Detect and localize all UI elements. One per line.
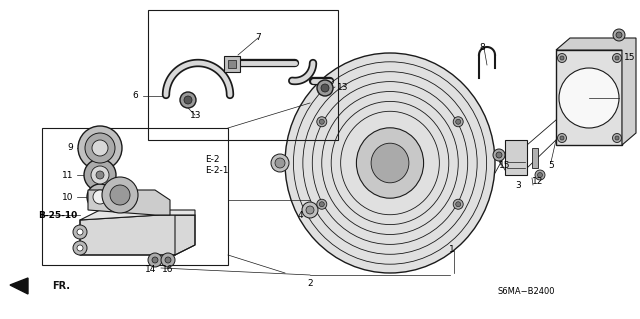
Circle shape (148, 253, 162, 267)
Circle shape (535, 170, 545, 180)
Circle shape (317, 199, 327, 209)
Polygon shape (556, 50, 622, 145)
Circle shape (271, 154, 289, 172)
Circle shape (165, 257, 171, 263)
Text: 15: 15 (499, 160, 511, 169)
Circle shape (93, 190, 107, 204)
Text: FR.: FR. (52, 281, 70, 291)
Text: 2: 2 (307, 278, 313, 287)
Circle shape (319, 119, 324, 124)
Text: 6: 6 (132, 92, 138, 100)
Circle shape (615, 136, 619, 140)
Text: 9: 9 (67, 144, 73, 152)
Circle shape (84, 159, 116, 191)
Circle shape (161, 253, 175, 267)
Text: 8: 8 (479, 43, 485, 53)
Circle shape (612, 133, 621, 143)
Circle shape (456, 119, 461, 124)
Bar (224, 56, 240, 72)
Text: E-2
E-2-1: E-2 E-2-1 (205, 155, 228, 175)
Circle shape (615, 56, 619, 60)
Circle shape (73, 225, 87, 239)
Circle shape (87, 184, 113, 210)
Circle shape (496, 152, 502, 158)
Polygon shape (80, 215, 195, 255)
Circle shape (560, 136, 564, 140)
Circle shape (92, 140, 108, 156)
Bar (505, 140, 527, 175)
Circle shape (612, 54, 621, 63)
Circle shape (78, 126, 122, 170)
Circle shape (85, 133, 115, 163)
Circle shape (102, 177, 138, 213)
Circle shape (453, 199, 463, 209)
Circle shape (77, 229, 83, 235)
Polygon shape (88, 190, 170, 215)
Ellipse shape (371, 143, 409, 183)
Circle shape (456, 202, 461, 207)
Circle shape (557, 54, 566, 63)
Ellipse shape (356, 128, 424, 198)
Text: 13: 13 (190, 110, 202, 120)
Circle shape (538, 173, 543, 177)
Circle shape (73, 241, 87, 255)
Circle shape (275, 158, 285, 168)
Circle shape (559, 68, 619, 128)
Text: S6MA−B2400: S6MA−B2400 (497, 287, 555, 296)
Circle shape (306, 206, 314, 214)
Text: 12: 12 (532, 177, 544, 187)
Text: 5: 5 (548, 160, 554, 169)
Circle shape (180, 92, 196, 108)
Circle shape (77, 245, 83, 251)
Polygon shape (80, 210, 195, 220)
Circle shape (110, 185, 130, 205)
Ellipse shape (285, 53, 495, 273)
Circle shape (91, 166, 109, 184)
Text: 4: 4 (298, 211, 303, 219)
Circle shape (321, 84, 329, 92)
Text: 15: 15 (624, 54, 636, 63)
Bar (228, 60, 236, 68)
Bar (148, 10, 338, 140)
Circle shape (317, 80, 333, 96)
Circle shape (613, 29, 625, 41)
Circle shape (319, 202, 324, 207)
Text: 16: 16 (163, 265, 173, 275)
Circle shape (453, 117, 463, 127)
Text: 10: 10 (61, 192, 73, 202)
Text: 3: 3 (515, 181, 521, 189)
Circle shape (493, 149, 505, 161)
Text: 13: 13 (337, 83, 349, 92)
Circle shape (557, 133, 566, 143)
Bar (42, 128, 228, 265)
Polygon shape (10, 278, 28, 294)
Circle shape (184, 96, 192, 104)
Circle shape (317, 117, 327, 127)
Polygon shape (556, 38, 636, 145)
Text: 11: 11 (61, 170, 73, 180)
Text: 7: 7 (255, 33, 260, 42)
Text: B-25-10: B-25-10 (38, 211, 77, 219)
Bar (532, 148, 538, 168)
Circle shape (560, 56, 564, 60)
Circle shape (616, 32, 622, 38)
Text: 1: 1 (449, 246, 455, 255)
Text: 14: 14 (145, 265, 157, 275)
Circle shape (96, 171, 104, 179)
Circle shape (152, 257, 158, 263)
Circle shape (302, 202, 318, 218)
